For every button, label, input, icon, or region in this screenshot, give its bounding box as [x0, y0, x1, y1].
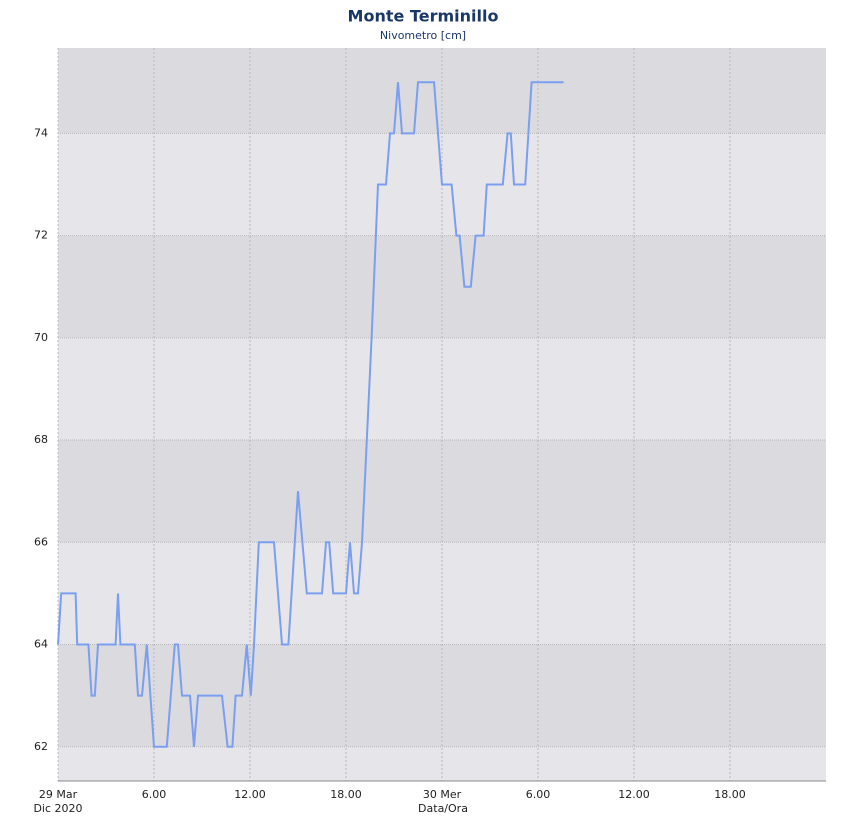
chart-subtitle: Nivometro [cm]: [380, 29, 466, 42]
x-tick-label: 12.00: [618, 788, 650, 801]
x-tick-label: 30 Mer: [423, 788, 462, 801]
x-tick-label: 29 Mar: [39, 788, 78, 801]
y-tick-label: 66: [34, 535, 48, 548]
y-tick-label: 74: [34, 126, 48, 139]
y-tick-label: 68: [34, 433, 48, 446]
y-tick-label: 62: [34, 740, 48, 753]
x-axis-label: Data/Ora: [418, 802, 468, 815]
x-tick-label: 6.00: [142, 788, 167, 801]
y-tick-label: 70: [34, 331, 48, 344]
plot-band: [58, 746, 826, 781]
x-tick-label: 18.00: [714, 788, 746, 801]
x-tick-label: 12.00: [234, 788, 266, 801]
x-year-label: Dic 2020: [33, 802, 82, 815]
plot-band: [58, 48, 826, 134]
chart-title: Monte Terminillo: [348, 7, 499, 26]
y-tick-label: 72: [34, 229, 48, 242]
x-tick-label: 18.00: [330, 788, 362, 801]
data-line: [57, 81, 564, 748]
plot-band: [58, 235, 826, 338]
y-tick-label: 64: [34, 638, 48, 651]
plot-band: [58, 440, 826, 543]
x-tick-label: 6.00: [526, 788, 551, 801]
